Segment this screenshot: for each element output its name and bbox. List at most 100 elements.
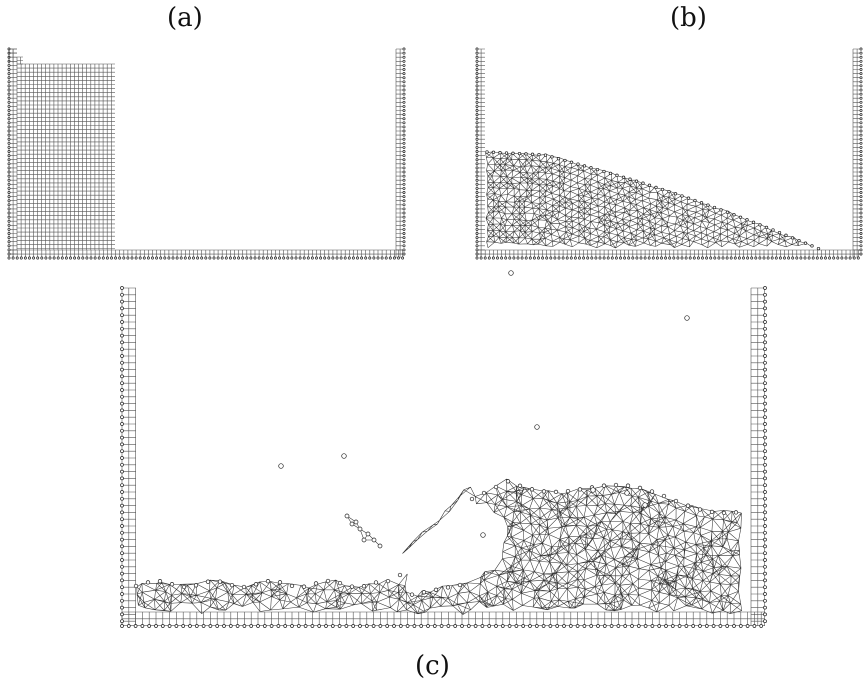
mesh-node xyxy=(803,241,808,245)
mesh-node xyxy=(126,624,131,628)
mesh-node xyxy=(52,256,56,260)
mesh-node xyxy=(120,299,124,304)
mesh-node xyxy=(520,256,524,260)
mesh-node xyxy=(483,256,487,260)
panel-b-fluid-mesh xyxy=(485,151,812,249)
mesh-node xyxy=(684,256,688,260)
mesh-node xyxy=(623,256,627,260)
mesh-node xyxy=(725,624,730,628)
mesh-node xyxy=(763,408,767,413)
mesh-node xyxy=(475,109,479,112)
mesh-node xyxy=(402,244,406,248)
mesh-node xyxy=(120,292,124,297)
mesh-node xyxy=(235,624,240,628)
mesh-node xyxy=(7,207,11,211)
mesh-node xyxy=(155,256,159,260)
mesh-node xyxy=(120,313,124,318)
mesh-node xyxy=(402,145,406,149)
mesh-node xyxy=(419,624,424,628)
mesh-node xyxy=(253,256,257,260)
mesh-node xyxy=(175,256,179,260)
mesh-node xyxy=(130,256,134,260)
panel-a-left-wall xyxy=(8,48,17,258)
mesh-node xyxy=(844,256,848,260)
mesh-node xyxy=(377,543,383,549)
mesh-node xyxy=(475,174,479,178)
mesh-node xyxy=(392,624,396,628)
mesh-node xyxy=(664,256,668,260)
mesh-node xyxy=(859,211,863,215)
mesh-node xyxy=(516,256,520,260)
mesh-node xyxy=(530,152,535,156)
mesh-node xyxy=(120,558,124,562)
mesh-node xyxy=(763,313,767,318)
mesh-node xyxy=(457,582,463,588)
mesh-node xyxy=(140,624,145,628)
mesh-node xyxy=(602,256,606,260)
mesh-node xyxy=(445,585,451,590)
mesh-node xyxy=(693,198,697,203)
mesh-node xyxy=(758,256,762,260)
mesh-node xyxy=(402,166,406,170)
mesh-node xyxy=(69,256,72,260)
mesh-node xyxy=(859,141,863,145)
mesh-node xyxy=(365,531,371,537)
mesh-node xyxy=(475,72,479,76)
mesh-node xyxy=(529,487,535,492)
mesh-node xyxy=(120,360,124,365)
mesh-node xyxy=(630,624,634,628)
mesh-node xyxy=(7,219,11,223)
mesh-node xyxy=(439,624,444,628)
mesh-node xyxy=(7,211,11,215)
panel-b-right-wall-nodes xyxy=(859,47,863,256)
mesh-node xyxy=(372,256,376,260)
mesh-node xyxy=(475,92,479,96)
mesh-node xyxy=(763,537,767,542)
mesh-node xyxy=(647,183,652,187)
mesh-node xyxy=(783,256,786,260)
mesh-node xyxy=(242,624,247,628)
mesh-node xyxy=(120,456,124,460)
mesh-node xyxy=(859,55,863,59)
mesh-node xyxy=(763,462,767,467)
mesh-node xyxy=(701,256,704,260)
mesh-node xyxy=(589,166,593,170)
mesh-node xyxy=(380,256,384,260)
mesh-node xyxy=(364,624,369,628)
mesh-node xyxy=(361,537,367,543)
mesh-node xyxy=(402,211,406,215)
mesh-node xyxy=(543,153,548,157)
mesh-node xyxy=(549,256,553,260)
mesh-node xyxy=(596,624,600,628)
panel-c-floor xyxy=(121,611,765,626)
mesh-node xyxy=(507,624,512,628)
mesh-node xyxy=(200,256,204,260)
mesh-node xyxy=(339,256,343,260)
mesh-node xyxy=(628,177,632,181)
mesh-node xyxy=(763,483,767,488)
mesh-node xyxy=(763,381,767,386)
mesh-node xyxy=(576,162,580,166)
mesh-node xyxy=(745,624,750,628)
mesh-node xyxy=(120,354,124,358)
mesh-node xyxy=(412,624,417,628)
panel-c-right-wall-nodes xyxy=(763,286,767,624)
mesh-node xyxy=(306,256,310,260)
mesh-node xyxy=(475,51,479,55)
mesh-node xyxy=(650,624,655,628)
mesh-node xyxy=(832,256,836,260)
mesh-node xyxy=(859,207,863,211)
mesh-node xyxy=(188,624,192,628)
mesh-node xyxy=(7,215,11,219)
mesh-node xyxy=(763,286,767,290)
mesh-node xyxy=(194,624,199,628)
mesh-node xyxy=(120,510,124,515)
mesh-node xyxy=(733,256,737,260)
mesh-node xyxy=(402,92,406,96)
mesh-node xyxy=(181,584,187,590)
mesh-node xyxy=(528,256,532,260)
mesh-node xyxy=(101,256,105,260)
mesh-node xyxy=(298,256,302,260)
mesh-node xyxy=(738,624,743,628)
mesh-node xyxy=(353,519,359,525)
